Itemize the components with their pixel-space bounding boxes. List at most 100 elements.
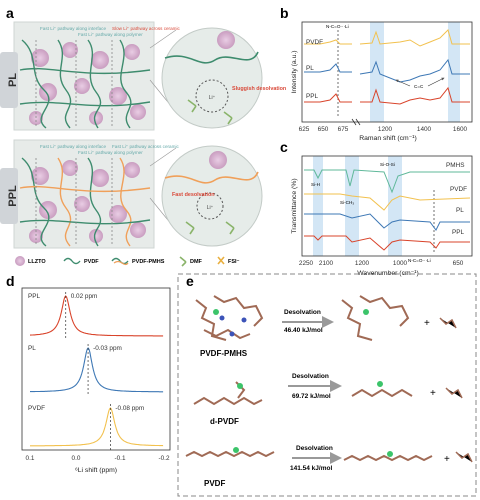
raman-frame — [301, 21, 473, 123]
legend-pvdf-pmhs-icon — [111, 257, 129, 265]
ftir-xtick-1: 2100 — [319, 260, 334, 267]
desolv-label-2: Desolvation — [292, 373, 329, 380]
pl-llzto-particles — [29, 42, 146, 125]
ftir-xtick-3: 1000 — [393, 260, 408, 267]
mol-pvdf-pmhs — [195, 295, 264, 341]
ppl-side-tab — [0, 168, 18, 224]
ppl-note-2: Fast Li⁺ pathway along polymer — [78, 150, 143, 155]
pl-zoom-li: Li⁺ — [209, 95, 216, 101]
nmr-pl-shift: -0.03 ppm — [93, 345, 122, 352]
legend-pvdf-pmhs: PVDF-PMHS — [132, 259, 165, 265]
raman-xlabel: Raman shift (cm⁻¹) — [359, 135, 417, 142]
raman-pvdf-line — [304, 29, 470, 47]
ftir-annot-sich3: Si-CH₃ — [340, 200, 354, 205]
pl-zoom-chain — [164, 51, 259, 64]
li-atom-3 — [233, 447, 239, 453]
raman-annot-2: C=C — [414, 84, 424, 89]
pl-zoom-circle — [161, 27, 263, 129]
li-atom-2 — [237, 383, 243, 389]
pl-note-2: Fast Li⁺ pathway along polymer — [78, 32, 143, 37]
legend-pvdf: PVDF — [84, 259, 99, 265]
raman-series-pvdf: PVDF — [306, 39, 323, 46]
pl-zoom-guide-1 — [149, 29, 177, 49]
ftir-pmhs-line — [304, 169, 470, 194]
ftir-series-ppl: PPL — [452, 229, 465, 236]
ftir-pl-line — [304, 213, 470, 231]
desolv-label-3: Desolvation — [296, 445, 333, 452]
panel-b: b PVDF PL PPL N-C=O···Li C=C Intensity (… — [280, 5, 473, 142]
legend-dmf: DMF — [190, 259, 203, 265]
mol-pvdf-pmhs-after — [341, 295, 410, 341]
ppl-note-1: Fast Li⁺ pathway along interface — [40, 144, 106, 149]
ftir-series-pvdf: PVDF — [450, 186, 467, 193]
nmr-xlabel: ⁶Li shift (ppm) — [75, 467, 117, 474]
mol-name-2: d-PVDF — [210, 417, 239, 426]
nmr-pvdf-shift: -0.08 ppm — [115, 405, 144, 412]
ppl-li-paths — [35, 158, 113, 246]
ftir-frame — [301, 155, 473, 257]
nmr-pvdf-label: PVDF — [28, 405, 45, 412]
pl-note-1: Fast Li⁺ pathway along interface — [40, 26, 106, 31]
ppl-zoom-llzto — [209, 151, 227, 169]
legend-fsi-icon — [217, 256, 225, 265]
nmr-ppl-line — [30, 295, 164, 337]
panel-d-letter: d — [6, 273, 15, 289]
pl-zoom-llzto — [217, 31, 235, 49]
nmr-frame — [21, 287, 171, 451]
desolv-energy-2: 69.72 kJ/mol — [292, 393, 331, 400]
panel-e-frame — [177, 273, 477, 497]
ftir-series-pl: PL — [456, 207, 464, 214]
raman-xtick-5: 1600 — [453, 126, 468, 133]
ftir-pvdf-line — [304, 193, 471, 211]
mol-name-3: PVDF — [204, 479, 225, 488]
raman-series-pl: PL — [306, 65, 314, 72]
legend-llzto-icon — [15, 256, 25, 266]
ftir-band-3 — [388, 156, 402, 256]
pl-note-3: Slow Li⁺ pathway across ceramic — [112, 26, 180, 31]
ppl-llzto-particles — [29, 160, 146, 243]
nmr-pl-label: PL — [28, 345, 36, 352]
ppl-notes: Fast Li⁺ pathway along interface Fast Li… — [40, 144, 179, 155]
ftir-xtick-0: 2250 — [299, 260, 314, 267]
ppl-zoom-guide-1 — [149, 147, 177, 167]
raman-ppl-line — [304, 86, 470, 105]
plus-3: + — [444, 454, 450, 465]
mol-name-1: PVDF-PMHS — [200, 349, 248, 358]
ftir-ylabel: Transmittance (%) — [291, 178, 298, 233]
dmf-product-2 — [445, 387, 463, 399]
mol-d-pvdf — [193, 381, 263, 406]
ftir-ppl-line — [304, 235, 470, 251]
raman-annot-1: N-C=O···Li — [326, 24, 349, 29]
nmr-ppl-label: PPL — [28, 293, 41, 300]
pl-dmf-molecules — [187, 99, 233, 125]
ftir-band-1 — [313, 156, 323, 256]
ppl-zoom-li: Li⁺ — [207, 205, 214, 211]
mol-d-pvdf-after — [351, 388, 413, 398]
ppl-note-3: Fast Li⁺ pathway across ceramic — [112, 144, 179, 149]
raman-series-ppl: PPL — [306, 93, 319, 100]
panel-d: d PPL 0.02 ppm PL -0.03 ppm PVDF -0.08 ppm 0.… — [6, 273, 171, 474]
ftir-xtick-4: 650 — [453, 260, 464, 267]
panel-b-letter: b — [280, 5, 289, 21]
ftir-annot-ncoli: N-C=O···Li — [408, 258, 431, 263]
desolv-energy-3: 141.54 kJ/mol — [290, 465, 332, 472]
ppl-zoom-chain — [164, 171, 259, 184]
legend-pvdf-icon — [63, 257, 81, 265]
plus-1: + — [424, 318, 430, 329]
ftir-annot-siosi: Si-O-Si — [380, 162, 395, 167]
ftir-xtick-2: 1200 — [355, 260, 370, 267]
mol-pvdf-after — [343, 454, 433, 462]
raman-xtick-3: 1200 — [378, 126, 393, 133]
ppl-dmf-molecules — [185, 221, 235, 235]
plus-2: + — [430, 388, 436, 399]
dmf-product-1 — [439, 317, 457, 329]
raman-ylabel: Intensity (a.u.) — [291, 50, 298, 93]
desolv-energy-1: 46.40 kJ/mol — [284, 327, 323, 334]
nmr-xtick-0: 0.1 — [26, 455, 35, 462]
desolv-label-1: Desolvation — [284, 309, 321, 316]
ppl-zoom-circle — [161, 145, 263, 247]
nmr-ppl-shift: 0.02 ppm — [71, 293, 98, 300]
nmr-pvdf-line — [30, 407, 164, 447]
pl-solvation-ring — [195, 79, 229, 113]
